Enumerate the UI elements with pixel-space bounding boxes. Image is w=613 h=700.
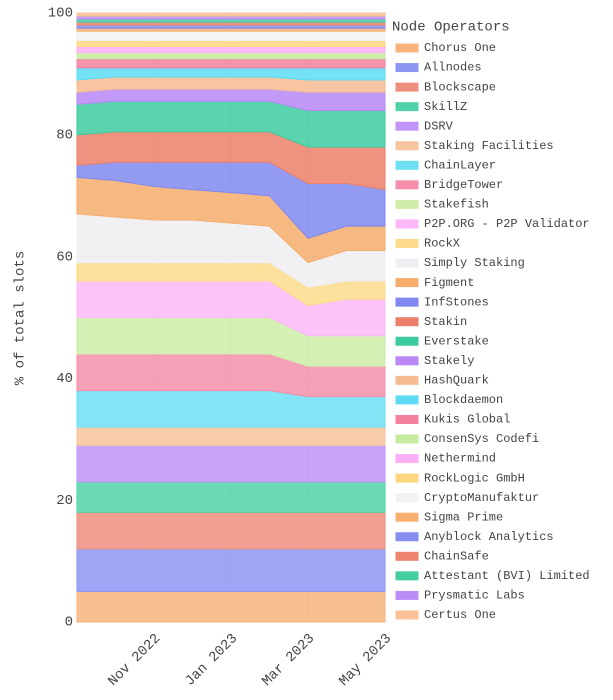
legend-label: Stakefish: [424, 198, 489, 212]
legend-swatch: [395, 375, 419, 385]
y-axis-label: % of total slots: [13, 251, 29, 385]
legend-swatch: [395, 297, 419, 307]
area: [76, 58, 386, 69]
legend-label: Anyblock Analytics: [424, 530, 554, 544]
y-tick-label: 100: [48, 6, 73, 22]
area: [76, 591, 386, 623]
legend-swatch: [395, 102, 419, 112]
area: [76, 39, 386, 47]
legend-label: Sigma Prime: [424, 510, 503, 524]
y-tick-label: 20: [56, 493, 73, 509]
legend-label: Kukis Global: [424, 413, 510, 427]
x-tick-label: May 2023: [336, 631, 395, 690]
legend-label: InfStones: [424, 295, 489, 309]
legend-label: ChainSafe: [424, 549, 489, 563]
legend-label: Attestant (BVI) Limited: [424, 569, 590, 583]
legend-swatch: [395, 532, 419, 542]
legend-swatch: [395, 610, 419, 620]
area: [76, 45, 386, 54]
areas: [76, 12, 386, 623]
x-tick-label: Mar 2023: [259, 631, 318, 690]
legend-label: Certus One: [424, 608, 496, 622]
legend-swatch: [395, 121, 419, 131]
legend-label: ConsenSys Codefi: [424, 432, 539, 446]
y-tick-label: 40: [56, 371, 73, 387]
legend-swatch: [395, 239, 419, 248]
area: [76, 511, 386, 550]
legend-label: RockLogic GmbH: [424, 471, 525, 485]
legend-swatch: [395, 395, 419, 405]
legend-label: DSRV: [424, 119, 454, 133]
legend-label: CryptoManufaktur: [424, 491, 539, 505]
y-tick-label: 0: [65, 615, 73, 631]
area: [76, 30, 386, 41]
legend-swatch: [395, 199, 419, 209]
area: [76, 52, 386, 60]
legend-swatch: [395, 493, 419, 503]
legend-label: Chorus One: [424, 41, 496, 55]
legend-swatch: [395, 317, 419, 327]
legend-swatch: [395, 219, 419, 229]
legend-swatch: [395, 434, 419, 444]
area: [76, 481, 386, 513]
area: [76, 444, 386, 483]
legend-swatch: [395, 414, 419, 424]
area: [76, 426, 386, 446]
legend-label: Prysmatic Labs: [424, 589, 525, 603]
legend-swatch: [395, 141, 419, 151]
legend-swatch: [395, 512, 419, 522]
legend-label: SkillZ: [424, 100, 467, 114]
x-tick-label: Nov 2022: [105, 631, 164, 690]
legend-swatch: [395, 454, 419, 464]
x-tick-label: Jan 2023: [182, 631, 241, 690]
legend-label: Nethermind: [424, 452, 496, 466]
legend-label: Blockscape: [424, 80, 496, 94]
legend-label: Staking Facilities: [424, 139, 554, 153]
legend-swatch: [395, 356, 419, 366]
y-tick-label: 60: [56, 249, 73, 265]
legend-label: Simply Staking: [424, 256, 525, 270]
legend-swatch: [395, 63, 419, 73]
legend-swatch: [395, 82, 419, 92]
legend-label: Figment: [424, 276, 474, 290]
legend-swatch: [395, 551, 419, 561]
legend-swatch: [395, 258, 419, 268]
legend-swatch: [395, 336, 419, 346]
legend-label: HashQuark: [424, 374, 489, 388]
legend-label: Allnodes: [424, 61, 482, 75]
legend-label: ChainLayer: [424, 158, 496, 172]
legend-label: P2P.ORG - P2P Validator: [424, 217, 590, 231]
legend-label: Everstake: [424, 334, 489, 348]
legend-label: BridgeTower: [424, 178, 503, 192]
legend-swatch: [395, 43, 419, 53]
legend-label: Stakin: [424, 315, 467, 329]
legend-swatch: [395, 278, 419, 288]
area: [76, 548, 386, 593]
legend-swatch: [395, 590, 419, 600]
legend-label: RockX: [424, 237, 460, 251]
area: [76, 12, 386, 17]
legend-swatch: [395, 180, 419, 190]
legend-label: Blockdaemon: [424, 393, 503, 407]
legend-swatch: [395, 571, 419, 581]
legend-swatch: [395, 160, 419, 170]
y-tick-label: 80: [56, 128, 73, 144]
legend-label: Stakely: [424, 354, 474, 368]
legend-title: Node Operators: [392, 20, 510, 36]
legend-swatch: [395, 473, 419, 483]
